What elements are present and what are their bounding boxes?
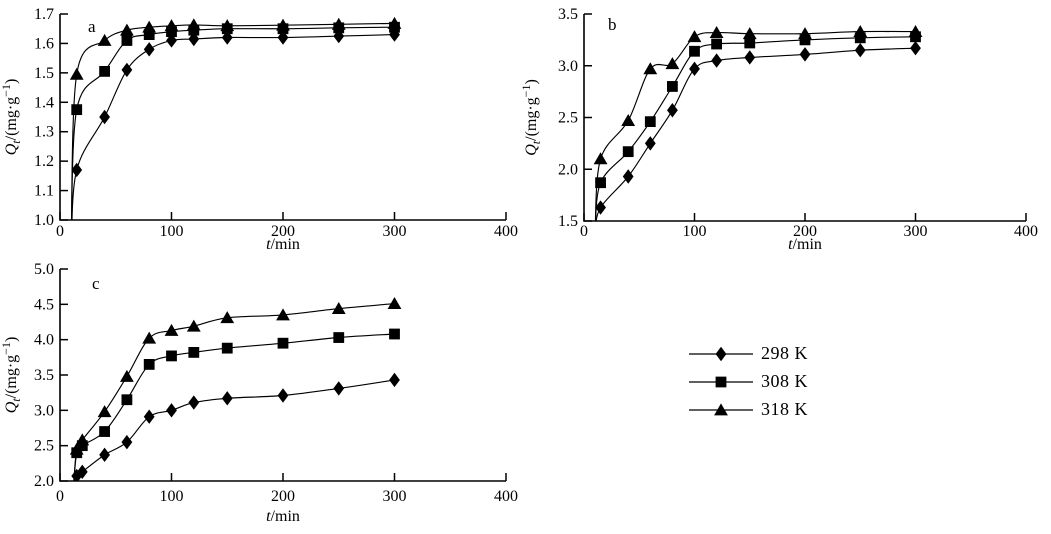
- svg-text:2.5: 2.5: [558, 110, 578, 127]
- svg-text:400: 400: [494, 223, 518, 240]
- svg-text:3.5: 3.5: [34, 367, 54, 384]
- chart-panel-a: 1.0 1.1 1.2 1.3 1.4 1.5 1.6 1.7 0 100 200 300 400 a t/…: [0, 0, 530, 253]
- legend-item-298k: 298 K: [688, 344, 928, 363]
- svg-text:300: 300: [383, 223, 407, 240]
- svg-text:200: 200: [271, 488, 295, 505]
- svg-text:0: 0: [56, 488, 64, 505]
- svg-text:5.0: 5.0: [34, 261, 54, 278]
- svg-text:1.5: 1.5: [34, 65, 54, 82]
- square-marker-icon: [689, 376, 753, 387]
- chart-svg-c: 2.0 2.5 3.0 3.5 4.0 4.5 5.0 0 100 200 300 400 c t/min…: [0, 261, 518, 525]
- svg-text:2.5: 2.5: [34, 438, 54, 455]
- panel-letter-c: c: [92, 274, 100, 293]
- panel-letter-a: a: [88, 17, 96, 36]
- svg-text:1.5: 1.5: [558, 213, 578, 230]
- svg-text:3.5: 3.5: [558, 6, 578, 23]
- svg-text:1.7: 1.7: [34, 6, 54, 23]
- svg-text:4.0: 4.0: [34, 332, 54, 349]
- svg-text:1.0: 1.0: [34, 212, 54, 229]
- svg-text:2.0: 2.0: [558, 161, 578, 178]
- svg-text:Qt/(mg·g−1): Qt/(mg·g−1): [0, 79, 23, 156]
- svg-text:3.0: 3.0: [34, 402, 54, 419]
- svg-text:300: 300: [383, 488, 407, 505]
- legend-label-318k: 318 K: [761, 399, 808, 419]
- legend-item-308k: 308 K: [688, 372, 928, 391]
- svg-text:400: 400: [1014, 223, 1038, 240]
- svg-text:1.1: 1.1: [34, 183, 54, 200]
- legend: 298 K 308 K 318 K: [688, 344, 928, 419]
- svg-text:100: 100: [683, 223, 707, 240]
- svg-text:4.5: 4.5: [34, 296, 54, 313]
- svg-text:200: 200: [271, 223, 295, 240]
- svg-text:300: 300: [904, 223, 928, 240]
- svg-text:3.0: 3.0: [558, 58, 578, 75]
- legend-item-318k: 318 K: [688, 400, 928, 419]
- svg-text:0: 0: [56, 223, 64, 240]
- svg-text:t/min: t/min: [788, 236, 822, 252]
- svg-text:1.6: 1.6: [34, 35, 54, 52]
- svg-text:Qt/(mg·g−1): Qt/(mg·g−1): [520, 79, 543, 156]
- svg-text:200: 200: [793, 223, 817, 240]
- svg-text:Qt/(mg·g−1): Qt/(mg·g−1): [0, 337, 23, 414]
- legend-label-308k: 308 K: [761, 371, 808, 391]
- svg-text:t/min: t/min: [266, 508, 300, 525]
- svg-text:t/min: t/min: [266, 236, 300, 252]
- svg-text:100: 100: [160, 488, 184, 505]
- svg-text:1.4: 1.4: [34, 94, 54, 111]
- chart-svg-b: 1.5 2.0 2.5 3.0 3.5 0 100 200 300 400 b t/min Qt/(mg…: [519, 6, 1038, 253]
- chart-panel-c: 2.0 2.5 3.0 3.5 4.0 4.5 5.0 0 100 200 300 400 c t/min…: [0, 253, 530, 534]
- svg-text:400: 400: [494, 488, 518, 505]
- svg-text:0: 0: [580, 223, 588, 240]
- triangle-marker-icon: [689, 402, 753, 415]
- diamond-marker-icon: [689, 346, 753, 361]
- svg-text:2.0: 2.0: [34, 473, 54, 490]
- svg-text:1.2: 1.2: [34, 153, 54, 170]
- chart-svg-a: 1.0 1.1 1.2 1.3 1.4 1.5 1.6 1.7 0 100 200 300 400 a t/…: [0, 6, 518, 253]
- chart-panel-b: 1.5 2.0 2.5 3.0 3.5 0 100 200 300 400 b t/min Qt/(mg…: [519, 0, 1051, 253]
- legend-label-298k: 298 K: [761, 343, 808, 363]
- svg-text:100: 100: [160, 223, 184, 240]
- svg-text:1.3: 1.3: [34, 124, 54, 141]
- panel-letter-b: b: [608, 15, 617, 34]
